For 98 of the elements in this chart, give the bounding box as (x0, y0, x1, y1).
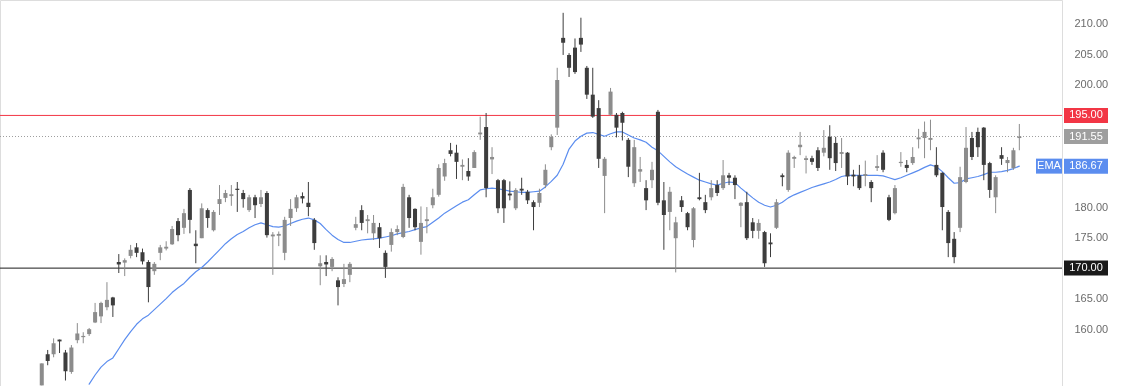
candlestick (673, 216, 678, 273)
candlestick (821, 129, 826, 157)
candlestick (442, 158, 447, 182)
candlestick (318, 254, 323, 286)
candlestick (383, 249, 388, 279)
candlestick (661, 181, 666, 251)
candlestick (614, 112, 619, 138)
candlestick (969, 131, 974, 161)
candlestick (253, 194, 258, 219)
candlestick (104, 281, 109, 311)
candlestick (827, 124, 832, 171)
candlestick (922, 121, 927, 159)
candlestick (650, 161, 655, 189)
candlestick (430, 188, 435, 209)
candlestick (875, 154, 880, 172)
candlestick (288, 198, 293, 227)
candlestick (51, 337, 56, 358)
y-tick-label: 210.00 (1074, 17, 1109, 30)
candlestick (258, 189, 263, 208)
legend-label: EMA (1037, 159, 1062, 172)
candlestick (63, 349, 68, 381)
candlestick (667, 186, 672, 231)
candlestick (993, 174, 998, 214)
candlestick (306, 181, 311, 217)
candlestick (537, 188, 542, 208)
candlestick (75, 322, 80, 344)
candlestick (620, 111, 625, 141)
candlestick (513, 187, 518, 211)
candlestick (466, 157, 471, 182)
ref-line-label: 170.00 (1069, 261, 1103, 274)
candlestick (602, 156, 607, 214)
candlestick (804, 155, 809, 174)
candlestick (721, 159, 726, 191)
candlestick (590, 67, 595, 119)
candlestick (176, 217, 181, 242)
candlestick (952, 231, 957, 264)
candlestick (578, 17, 583, 53)
ref-line-label: 195.00 (1069, 108, 1103, 121)
candlestick (685, 211, 690, 231)
ref-line-label: 191.55 (1069, 129, 1103, 142)
candlestick (93, 302, 98, 324)
y-tick-label: 180.00 (1074, 200, 1109, 213)
candlestick (531, 199, 536, 231)
candlestick (839, 137, 844, 169)
candlestick (170, 225, 175, 246)
candlestick (815, 146, 820, 172)
candlestick (418, 205, 423, 256)
candlestick (608, 87, 613, 117)
candlestick (99, 301, 104, 324)
candlestick (389, 227, 394, 253)
candlestick (377, 222, 382, 249)
candlestick (703, 194, 708, 214)
candlestick (886, 194, 892, 222)
candlestick (857, 164, 862, 191)
candlestick (833, 136, 838, 172)
candlestick (756, 218, 761, 240)
y-tick-label: 165.00 (1074, 292, 1109, 305)
candlestick (543, 163, 548, 189)
candlestick (863, 160, 868, 187)
candlestick (181, 208, 186, 235)
candlestick (347, 261, 352, 283)
candlestick (928, 119, 933, 151)
candlestick (732, 174, 737, 200)
candlestick (738, 201, 743, 228)
line-series (88, 131, 1020, 385)
candlestick (335, 276, 341, 306)
candlestick (359, 204, 364, 231)
y-tick-label: 175.00 (1074, 231, 1109, 244)
candlestick (205, 207, 210, 229)
candlestick (229, 184, 234, 207)
candlestick (561, 12, 566, 56)
candlestick (750, 217, 755, 239)
candlestick (644, 179, 649, 211)
candlestick (869, 179, 874, 203)
candlestick (407, 194, 412, 229)
candlestick (460, 158, 465, 181)
candlestick (567, 52, 572, 78)
candlestick (975, 127, 980, 158)
y-tick-label: 160.00 (1074, 322, 1109, 335)
candlestick (413, 207, 418, 231)
candlestick (371, 214, 376, 241)
candlestick (424, 206, 429, 234)
candlestick (638, 156, 643, 183)
candlestick (211, 209, 216, 232)
candlestick (727, 172, 732, 186)
candlestick (217, 184, 222, 216)
candlestick (709, 179, 714, 201)
candlestick (312, 217, 317, 251)
text: 186.67 (1069, 159, 1103, 172)
candlestick (365, 214, 370, 234)
candlestick (916, 128, 921, 149)
candlestick (809, 155, 814, 166)
candlestick (697, 172, 702, 201)
candlestick (881, 149, 886, 173)
y-tick-label: 205.00 (1074, 47, 1109, 60)
y-tick-label: 200.00 (1074, 78, 1109, 91)
candlestick (934, 146, 939, 178)
candlestick (341, 263, 346, 288)
